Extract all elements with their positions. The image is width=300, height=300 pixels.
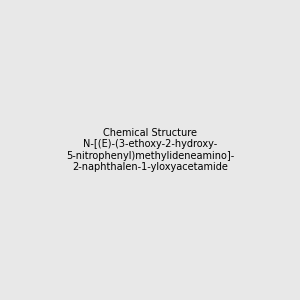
Text: Chemical Structure
N-[(E)-(3-ethoxy-2-hydroxy-
5-nitrophenyl)methylideneamino]-
: Chemical Structure N-[(E)-(3-ethoxy-2-hy… [66,128,234,172]
